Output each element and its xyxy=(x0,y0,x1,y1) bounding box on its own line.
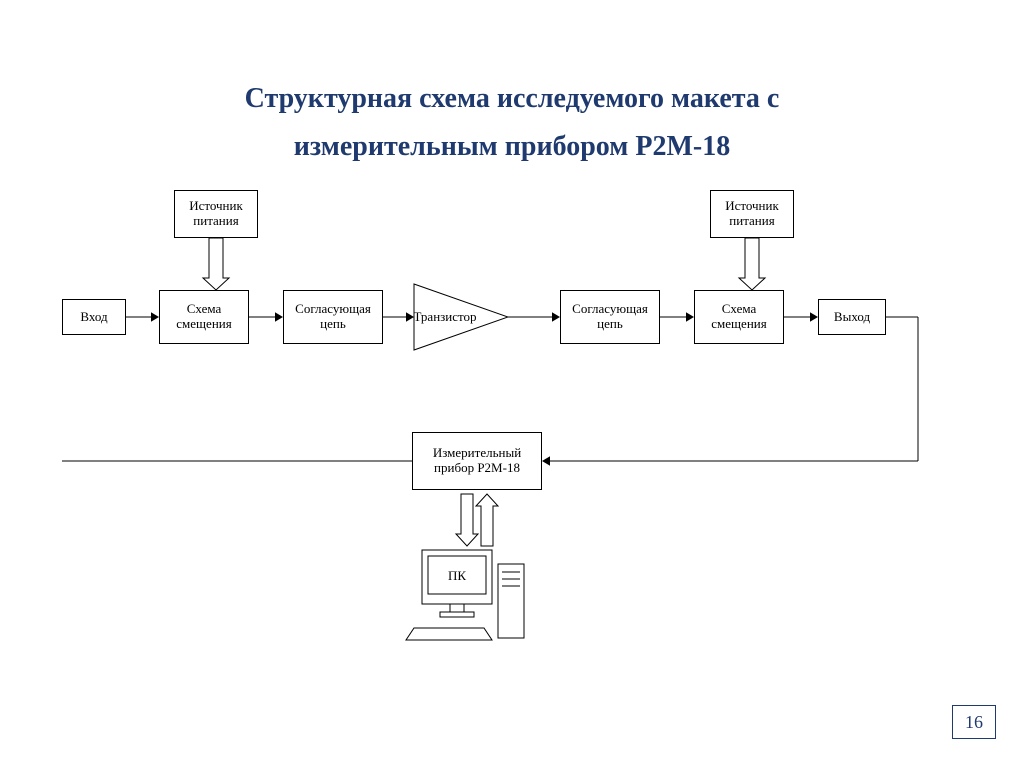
node-meas: Измерительный прибор Р2М-18 xyxy=(412,432,542,490)
node-in: Вход xyxy=(62,299,126,335)
node-pc: ПК xyxy=(406,550,524,640)
node-out: Выход xyxy=(818,299,886,335)
diagram-canvas: Транзистор ПК Вход Схема смещения Источник … xyxy=(62,190,962,710)
page-number-box: 16 xyxy=(952,705,996,739)
edge-in-bias1 xyxy=(126,312,159,322)
node-bias1: Схема смещения xyxy=(159,290,249,344)
node-tr: Транзистор xyxy=(413,284,508,350)
node-ps1: Источник питания xyxy=(174,190,258,238)
title-line-2: измерительным прибором Р2М-18 xyxy=(294,131,730,162)
edge-mc2-bias2 xyxy=(660,312,694,322)
edge-ps2-bias2 xyxy=(739,238,765,290)
node-mc1: Согласующая цепь xyxy=(283,290,383,344)
edge-bias1-mc1 xyxy=(249,312,283,322)
title-line-1: Структурная схема исследуемого макета с xyxy=(245,83,780,114)
edge-bias2-out xyxy=(784,312,818,322)
page-number: 16 xyxy=(965,712,983,733)
node-mc2: Согласующая цепь xyxy=(560,290,660,344)
node-ps2: Источник питания xyxy=(710,190,794,238)
edge-meas-pc xyxy=(456,494,498,546)
edge-tr-mc2 xyxy=(508,312,560,322)
edge-mc1-tr xyxy=(383,312,414,322)
edge-ps1-bias1 xyxy=(203,238,229,290)
page-title: Структурная схема исследуемого макета с … xyxy=(0,75,1024,170)
svg-text:ПК: ПК xyxy=(448,568,466,583)
node-bias2: Схема смещения xyxy=(694,290,784,344)
svg-text:Транзистор: Транзистор xyxy=(413,309,476,324)
